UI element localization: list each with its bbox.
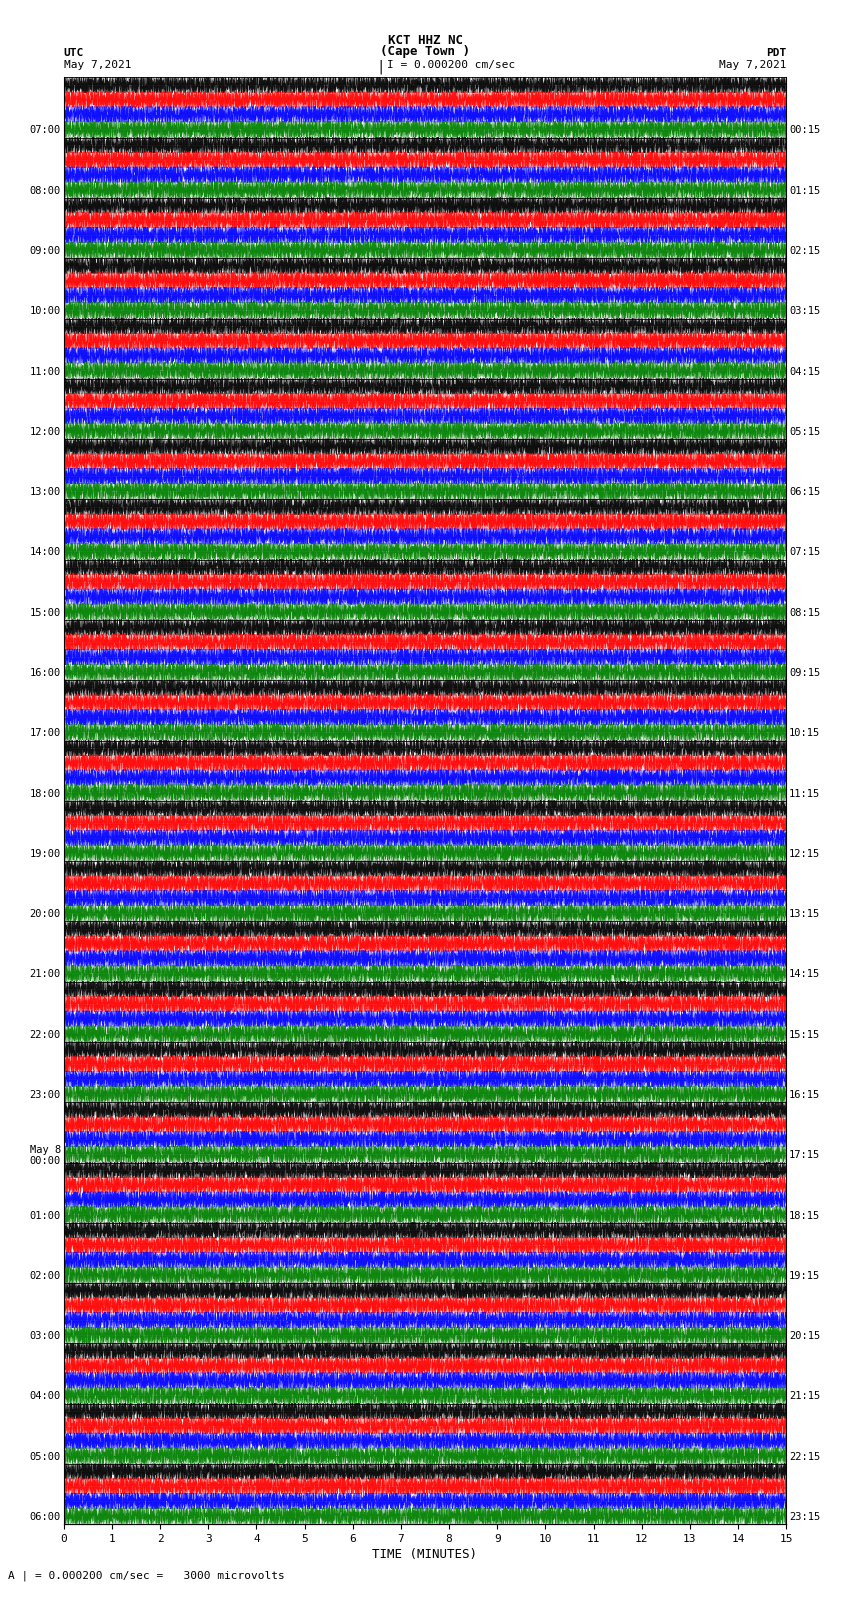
Text: KCT HHZ NC: KCT HHZ NC: [388, 34, 462, 47]
Text: (Cape Town ): (Cape Town ): [380, 45, 470, 58]
Text: A | = 0.000200 cm/sec =   3000 microvolts: A | = 0.000200 cm/sec = 3000 microvolts: [8, 1569, 286, 1581]
X-axis label: TIME (MINUTES): TIME (MINUTES): [372, 1548, 478, 1561]
Text: |: |: [377, 60, 385, 74]
Text: May 7,2021: May 7,2021: [719, 60, 786, 69]
Text: PDT: PDT: [766, 48, 786, 58]
Text: May 7,2021: May 7,2021: [64, 60, 131, 69]
Text: I = 0.000200 cm/sec: I = 0.000200 cm/sec: [387, 60, 515, 69]
Text: UTC: UTC: [64, 48, 84, 58]
